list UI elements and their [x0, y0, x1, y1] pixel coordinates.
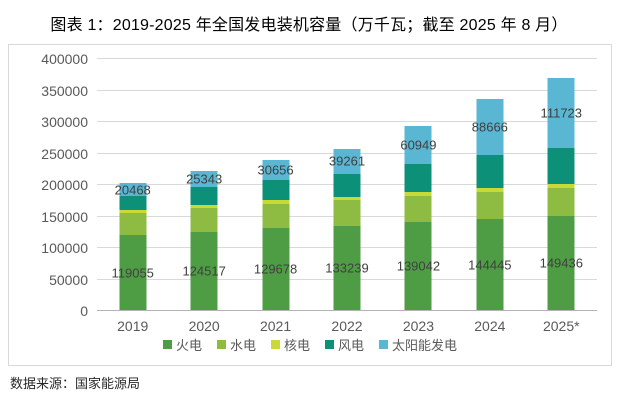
y-axis-tick-label: 350000 [41, 82, 88, 99]
bar-segment-太阳能发电 [262, 160, 290, 180]
stacked-bar-2019: 119055 20468 [111, 182, 154, 310]
x-axis-tick-label: 2020 [188, 318, 220, 334]
bar-segment-风电 [547, 147, 575, 185]
bar-segment-水电 [190, 208, 218, 232]
bar-segment-水电 [262, 203, 290, 229]
gridline: 350000 [41, 83, 597, 99]
x-axis-tick-label: 2023 [402, 318, 434, 334]
bar-segment-太阳能发电 [476, 99, 504, 155]
bar-segment-核电 [404, 192, 432, 196]
bar-segment-火电 [190, 231, 218, 310]
bar-segment-火电 [476, 219, 504, 310]
bar-segment-风电 [333, 173, 361, 197]
x-axis-tick-label: 2024 [474, 318, 506, 334]
chart-title: 图表 1：2019-2025 年全国发电装机容量（万千瓦；截至 2025 年 8… [50, 17, 568, 34]
legend-label: 太阳能发电 [392, 338, 458, 353]
legend-item-太阳能发电: 太阳能发电 [379, 335, 457, 354]
legend-item-核电: 核电 [270, 335, 310, 354]
gridline: 400000 [41, 51, 597, 67]
bar-segment-核电 [190, 205, 218, 209]
y-axis-tick-label: 300000 [41, 114, 88, 130]
bar-segment-水电 [333, 200, 361, 227]
y-axis-tick-label: 0 [80, 303, 88, 319]
bar-segment-核电 [476, 187, 504, 192]
stacked-bar-2024: 144445 88666 [468, 99, 512, 310]
legend-item-火电: 火电 [162, 335, 202, 354]
legend-item-风电: 风电 [325, 335, 364, 354]
bar-segment-核电 [547, 184, 575, 189]
bar-segment-风电 [476, 154, 504, 188]
bar-segment-太阳能发电 [119, 183, 147, 197]
x-axis-tick-label: 2025* [542, 318, 580, 334]
data-source-note: 数据来源：国家能源局 [10, 376, 141, 391]
bar-segment-核电 [262, 200, 290, 204]
y-axis-tick-label: 400000 [41, 51, 88, 67]
x-axis-tick-label: 2022 [331, 318, 363, 334]
x-axis-tick-label: 2019 [117, 318, 149, 334]
stacked-bar-2023: 139042 60949 [397, 126, 440, 310]
y-axis-tick-label: 250000 [41, 145, 88, 162]
legend-item-水电: 水电 [216, 335, 256, 354]
y-axis-tick-label: 100000 [41, 240, 88, 256]
bar-segment-太阳能发电 [333, 148, 361, 174]
bar-segment-风电 [404, 164, 432, 193]
bar-segment-风电 [190, 187, 218, 206]
legend-label: 火电 [175, 338, 202, 353]
stacked-bar-2022: 133239 39261 [325, 148, 369, 310]
chart-plot-area-frame: 0 50000 100000 150000 200000 250000 300000 3500… [8, 44, 612, 366]
x-axis-tick-label: 2021 [259, 318, 292, 334]
bar-segment-水电 [119, 212, 147, 235]
y-axis-tick-label: 50000 [49, 271, 88, 288]
legend-swatch-icon [379, 340, 389, 349]
bar-segment-核电 [333, 196, 361, 201]
bar-segment-火电 [262, 228, 290, 310]
legend-label: 核电 [283, 338, 310, 353]
bar-segment-风电 [119, 196, 147, 210]
plot-area: 0 50000 100000 150000 200000 250000 300000 3500… [41, 51, 597, 334]
bar-segment-火电 [333, 226, 361, 310]
legend-label: 水电 [229, 338, 256, 353]
stacked-bar-2025: 149436 111723 [540, 77, 583, 310]
gridline: 300000 [41, 114, 597, 130]
bar-segment-太阳能发电 [190, 171, 218, 188]
bar-segment-火电 [547, 215, 575, 310]
legend-label: 风电 [338, 338, 365, 353]
bar-segment-水电 [404, 195, 432, 223]
stacked-bar-2020: 124517 25343 [182, 171, 226, 310]
y-axis-tick-label: 150000 [41, 208, 88, 225]
chart-legend: 火电 水电 核电 风电 太阳能发电 [9, 335, 611, 354]
y-axis-tick-label: 200000 [41, 177, 88, 193]
bar-segment-水电 [547, 188, 575, 216]
stacked-bar-2021: 129678 30656 [254, 160, 297, 310]
bar-segment-太阳能发电 [404, 126, 432, 165]
bar-segment-火电 [404, 222, 432, 310]
legend-swatch-icon [325, 340, 334, 349]
bar-segment-水电 [476, 191, 504, 219]
bar-segment-风电 [262, 179, 290, 201]
legend-swatch-icon [270, 340, 280, 349]
x-axis-line: 0 [80, 303, 597, 319]
bar-segment-火电 [119, 235, 147, 310]
legend-swatch-icon [216, 340, 226, 349]
bar-segment-太阳能发电 [547, 77, 575, 148]
legend-swatch-icon [162, 340, 172, 349]
bar-segment-核电 [119, 209, 147, 213]
